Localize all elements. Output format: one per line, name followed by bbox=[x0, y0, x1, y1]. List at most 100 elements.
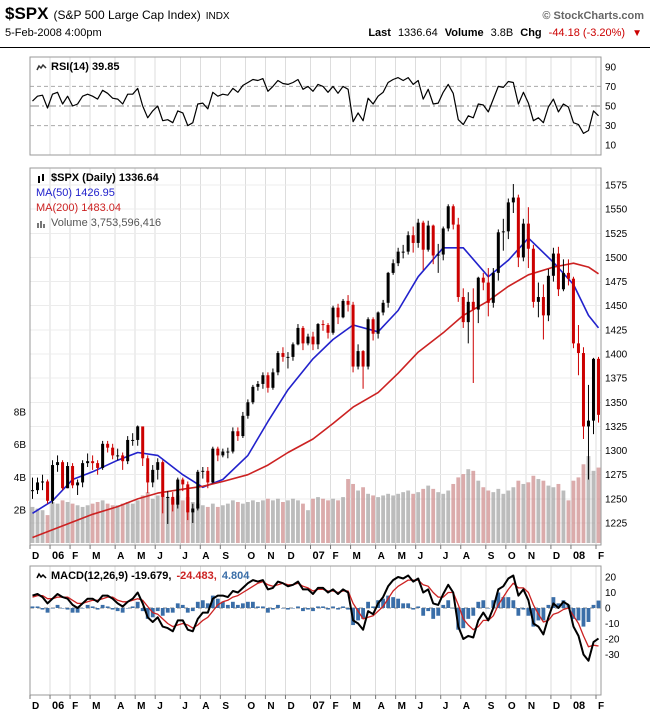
x-axis-label: M bbox=[353, 551, 361, 562]
y-axis-tick-label: 1325 bbox=[605, 422, 628, 433]
change-value: -44.18 (-3.20%) bbox=[548, 27, 626, 39]
volume-axis-label: 4B bbox=[14, 473, 27, 484]
y-axis-tick-label: 1250 bbox=[605, 494, 628, 505]
x-axis-label: 08 bbox=[573, 550, 585, 562]
y-axis-tick-label: 1350 bbox=[605, 398, 628, 409]
x-axis-label: D bbox=[553, 701, 560, 712]
quote-timestamp: 5-Feb-2008 4:00pm bbox=[5, 27, 102, 39]
x-axis-label: O bbox=[247, 551, 255, 562]
candlestick-icon bbox=[38, 173, 44, 183]
x-axis-label: 07 bbox=[312, 550, 324, 562]
x-axis-label: N bbox=[528, 701, 535, 712]
volume-axis-label: 6B bbox=[14, 440, 27, 451]
y-axis-tick-label: -10 bbox=[605, 619, 620, 630]
y-axis-tick-label: 1575 bbox=[605, 181, 628, 192]
y-axis-tick-label: 90 bbox=[605, 62, 617, 73]
x-axis-label: M bbox=[398, 551, 406, 562]
x-axis: D 06 F M A M J J A S O N D 07 F M A M J J A S O N D 08 F bbox=[29, 695, 604, 712]
volume-axis-label: 8B bbox=[14, 407, 27, 418]
y-axis-tick-label: 1400 bbox=[605, 349, 628, 360]
x-axis-label: F bbox=[72, 551, 78, 562]
macd-legend: MACD(12,26,9) -19.679, -24.483, 4.804 bbox=[36, 569, 249, 584]
last-label: Last bbox=[368, 27, 391, 39]
x-axis-label: A bbox=[202, 551, 209, 562]
x-axis-label: S bbox=[222, 551, 229, 562]
x-axis-label: D bbox=[32, 551, 39, 562]
x-axis-label: M bbox=[92, 551, 100, 562]
chart-root: 90 70 50 30 10 1575 1550 1525 1500 1475 1450 1425 14… bbox=[14, 56, 628, 712]
x-axis-label: J bbox=[418, 701, 424, 712]
x-axis-label: O bbox=[247, 701, 255, 712]
x-axis-label: F bbox=[333, 701, 339, 712]
x-axis-label: 06 bbox=[52, 550, 64, 562]
y-axis-tick-label: -30 bbox=[605, 650, 620, 661]
y-axis-tick-label: -20 bbox=[605, 635, 620, 646]
indicator-squiggle-icon bbox=[36, 572, 47, 579]
x-axis-label: M bbox=[398, 701, 406, 712]
y-axis-tick-label: 50 bbox=[605, 102, 617, 113]
y-axis-tick-label: 1375 bbox=[605, 374, 628, 385]
y-axis-tick-label: 10 bbox=[605, 588, 617, 599]
x-axis-label: M bbox=[353, 701, 361, 712]
down-arrow-icon: ▼ bbox=[632, 28, 642, 39]
x-axis-label: J bbox=[182, 701, 188, 712]
volume-bars-icon bbox=[37, 221, 45, 228]
x-axis-label: A bbox=[117, 551, 124, 562]
y-axis-tick-label: 1450 bbox=[605, 301, 628, 312]
x-axis-label: A bbox=[378, 551, 385, 562]
y-axis-tick-label: 1300 bbox=[605, 446, 628, 457]
x-axis-label: M bbox=[137, 701, 145, 712]
x-axis-label: S bbox=[488, 701, 495, 712]
header-title-row: $SPX (S&P 500 Large Cap Index) INDX © St… bbox=[5, 4, 644, 24]
x-axis-label: J bbox=[157, 551, 163, 562]
x-axis-label: F bbox=[333, 551, 339, 562]
rsi-legend: RSI(14) 39.85 bbox=[36, 60, 119, 75]
x-axis-label: M bbox=[92, 701, 100, 712]
volume-value: 3.8B bbox=[490, 27, 514, 39]
x-axis-label: O bbox=[508, 551, 516, 562]
x-axis-label: 08 bbox=[573, 700, 585, 712]
x-axis-label: A bbox=[378, 701, 385, 712]
volume-legend-label: Volume 3,753,596,416 bbox=[51, 217, 162, 229]
y-axis-tick-label: 1500 bbox=[605, 253, 628, 264]
exchange-label: INDX bbox=[205, 11, 230, 22]
macd-signal-value: -24.483, bbox=[176, 570, 217, 582]
rsi-panel: 90 70 50 30 10 bbox=[29, 56, 617, 156]
x-axis-label: M bbox=[137, 551, 145, 562]
header-quote-row: 5-Feb-2008 4:00pm Last 1336.64 Volume 3.… bbox=[5, 27, 644, 39]
x-axis-label: S bbox=[222, 701, 229, 712]
volume-label: Volume bbox=[444, 27, 484, 39]
x-axis-label: 07 bbox=[312, 700, 324, 712]
price-legend-label: $SPX (Daily) 1336.64 bbox=[51, 172, 159, 184]
y-axis-tick-label: 20 bbox=[605, 573, 617, 584]
x-axis-label: F bbox=[598, 701, 604, 712]
rsi-legend-label: RSI(14) 39.85 bbox=[51, 61, 120, 73]
y-axis-tick-label: 1425 bbox=[605, 325, 628, 336]
x-axis-label: S bbox=[488, 551, 495, 562]
macd-hist-value: 4.804 bbox=[221, 570, 250, 582]
volume-axis-label: 2B bbox=[14, 506, 27, 517]
x-axis-label: N bbox=[267, 551, 274, 562]
x-axis-label: A bbox=[463, 701, 470, 712]
x-axis-label: J bbox=[443, 701, 449, 712]
x-axis-label: D bbox=[287, 701, 294, 712]
x-axis: D 06 F M A M J J A S O N D 07 F M A M J J A S O N D 08 F bbox=[29, 545, 604, 562]
ticker-symbol: $SPX bbox=[5, 4, 49, 23]
y-axis-tick-label: 1550 bbox=[605, 205, 628, 216]
x-axis-label: D bbox=[32, 701, 39, 712]
x-axis-label: D bbox=[287, 551, 294, 562]
x-axis-label: F bbox=[598, 551, 604, 562]
x-axis-label: J bbox=[418, 551, 424, 562]
y-axis-tick-label: 0 bbox=[605, 604, 611, 615]
x-axis-label: A bbox=[202, 701, 209, 712]
x-axis-label: 06 bbox=[52, 700, 64, 712]
x-axis-label: D bbox=[553, 551, 560, 562]
y-axis-tick-label: 10 bbox=[605, 141, 617, 152]
y-axis-tick-label: 1225 bbox=[605, 518, 628, 529]
macd-legend-label: MACD(12,26,9) -19.679, bbox=[51, 570, 172, 582]
x-axis-label: A bbox=[463, 551, 470, 562]
y-axis-tick-label: 30 bbox=[605, 121, 617, 132]
price-panel: 1575 1550 1525 1500 1475 1450 1425 1400 1375 1350… bbox=[14, 167, 628, 546]
